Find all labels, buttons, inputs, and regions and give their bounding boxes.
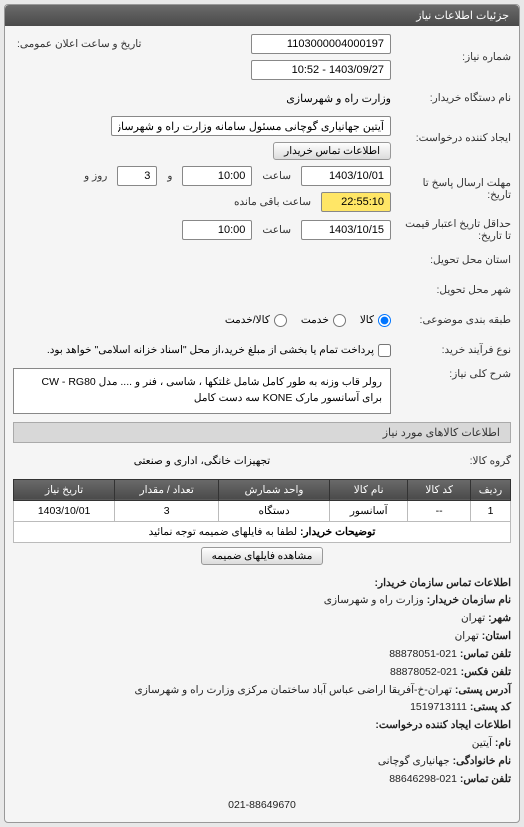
deadline-label: مهلت ارسال پاسخ تا تاریخ: xyxy=(391,177,511,201)
time-label-1: ساعت xyxy=(258,170,295,182)
c-postcode-label: کد پستی: xyxy=(470,701,511,713)
group-label: گروه کالا: xyxy=(391,455,511,467)
radio-service-input[interactable] xyxy=(333,314,346,327)
c-phone: 021-88878051 xyxy=(389,648,457,660)
buyer-org-label: نام دستگاه خریدار: xyxy=(391,92,511,104)
cell-code: -- xyxy=(408,500,471,521)
table-header-row: ردیف کد کالا نام کالا واحد شمارش تعداد /… xyxy=(14,479,511,500)
c-city: تهران xyxy=(461,612,485,624)
category-label: طبقه بندی موضوعی: xyxy=(391,314,511,326)
contact-header: اطلاعات تماس سازمان خریدار: xyxy=(375,577,511,589)
c-cphone-label: تلفن تماس: xyxy=(460,773,511,785)
announce-input[interactable] xyxy=(251,60,391,80)
radio-both[interactable]: کالا/خدمت xyxy=(225,314,287,327)
desc-label: شرح کلی نیاز: xyxy=(391,368,511,380)
c-name: آیتین xyxy=(472,737,492,749)
process-checkbox[interactable] xyxy=(378,344,391,357)
c-addr-label: آدرس پستی: xyxy=(455,684,511,696)
remaining-time-input xyxy=(321,192,391,212)
col-row: ردیف xyxy=(471,479,511,500)
c-name-label: نام: xyxy=(495,737,511,749)
c-org: وزارت راه و شهرسازی xyxy=(324,594,424,606)
c-fax: 021-88878052 xyxy=(390,666,458,678)
radio-service[interactable]: خدمت xyxy=(301,314,346,327)
day-label: روز و xyxy=(80,170,111,182)
time-label-2: ساعت xyxy=(258,224,295,236)
cell-name: آسانسور xyxy=(330,500,408,521)
c-addr: تهران-خ-آفریقا اراضی عباس آباد ساختمان م… xyxy=(135,684,452,696)
city-label: شهر محل تحویل: xyxy=(391,284,511,296)
days-input[interactable] xyxy=(117,166,157,186)
goods-section-header: اطلاعات کالاهای مورد نیاز xyxy=(13,422,511,443)
notice-label: توضیحات خریدار: xyxy=(300,526,375,538)
cell-date: 1403/10/01 xyxy=(14,500,115,521)
c-family-label: نام خانوادگی: xyxy=(453,755,511,767)
c-cphone: 021-88646298 xyxy=(389,773,457,785)
c-org-label: نام سازمان خریدار: xyxy=(427,594,511,606)
deadline-time-input[interactable] xyxy=(182,166,252,186)
radio-goods[interactable]: کالا xyxy=(360,314,391,327)
deadline-date-input[interactable] xyxy=(301,166,391,186)
c-fax-label: تلفن فکس: xyxy=(461,666,511,678)
need-details-panel: جزئیات اطلاعات نیاز شماره نیاز: تاریخ و … xyxy=(4,4,520,823)
panel-title: جزئیات اطلاعات نیاز xyxy=(5,5,519,26)
and-label: و xyxy=(163,170,176,182)
category-radio-group: کالا خدمت کالا/خدمت xyxy=(225,314,391,327)
province-label: استان محل تحویل: xyxy=(391,254,511,266)
c-phone-label: تلفن تماس: xyxy=(460,648,511,660)
remaining-label: ساعت باقی مانده xyxy=(230,196,315,208)
c-family: جهانیاری گوچانی xyxy=(378,755,450,767)
footer-phone: 021-88649670 xyxy=(228,799,296,811)
validity-time-input[interactable] xyxy=(182,220,252,240)
radio-both-label: کالا/خدمت xyxy=(225,314,270,326)
view-attachments-button[interactable]: مشاهده فایلهای ضمیمه xyxy=(201,547,324,565)
c-city-label: شهر: xyxy=(488,612,511,624)
announce-label: تاریخ و ساعت اعلان عمومی: xyxy=(13,38,145,50)
col-unit: واحد شمارش xyxy=(219,479,330,500)
buyer-org-value: وزارت راه و شهرسازی xyxy=(286,92,391,105)
table-row[interactable]: 1 -- آسانسور دستگاه 3 1403/10/01 xyxy=(14,500,511,521)
radio-goods-label: کالا xyxy=(360,314,374,326)
notice-text: لطفا به فایلهای ضمیمه توجه نمائید xyxy=(149,526,297,538)
col-code: کد کالا xyxy=(408,479,471,500)
col-date: تاریخ نیاز xyxy=(14,479,115,500)
col-name: نام کالا xyxy=(330,479,408,500)
contact-block: اطلاعات تماس سازمان خریدار: نام سازمان خ… xyxy=(13,575,511,815)
validity-label: حداقل تاریخ اعتبار قیمت تا تاریخ: xyxy=(391,218,511,242)
c-postcode: 1519713111 xyxy=(410,701,467,713)
need-no-input[interactable] xyxy=(251,34,391,54)
c-province-label: استان: xyxy=(482,630,511,642)
radio-both-input[interactable] xyxy=(274,314,287,327)
col-qty: تعداد / مقدار xyxy=(115,479,219,500)
group-value: تجهیزات خانگی، اداری و صنعتی xyxy=(134,455,270,467)
validity-date-input[interactable] xyxy=(301,220,391,240)
notice-row: توضیحات خریدار: لطفا به فایلهای ضمیمه تو… xyxy=(14,521,511,542)
process-note: پرداخت تمام یا بخشی از مبلغ خرید،از محل … xyxy=(47,344,374,356)
contact-info-button[interactable]: اطلاعات تماس خریدار xyxy=(273,142,391,160)
desc-box: رولر قاب وزنه به طور کامل شامل غلتکها ، … xyxy=(13,368,391,414)
radio-service-label: خدمت xyxy=(301,314,329,326)
radio-goods-input[interactable] xyxy=(378,314,391,327)
process-label: نوع فرآیند خرید: xyxy=(391,344,511,356)
requester-label: ایجاد کننده درخواست: xyxy=(391,132,511,144)
need-no-label: شماره نیاز: xyxy=(391,51,511,63)
process-check[interactable]: پرداخت تمام یا بخشی از مبلغ خرید،از محل … xyxy=(47,344,391,357)
cell-row: 1 xyxy=(471,500,511,521)
goods-table: ردیف کد کالا نام کالا واحد شمارش تعداد /… xyxy=(13,479,511,543)
requester-input[interactable] xyxy=(111,116,391,136)
cell-unit: دستگاه xyxy=(219,500,330,521)
c-province: تهران xyxy=(455,630,479,642)
creator-header: اطلاعات ایجاد کننده درخواست: xyxy=(375,719,511,731)
cell-qty: 3 xyxy=(115,500,219,521)
